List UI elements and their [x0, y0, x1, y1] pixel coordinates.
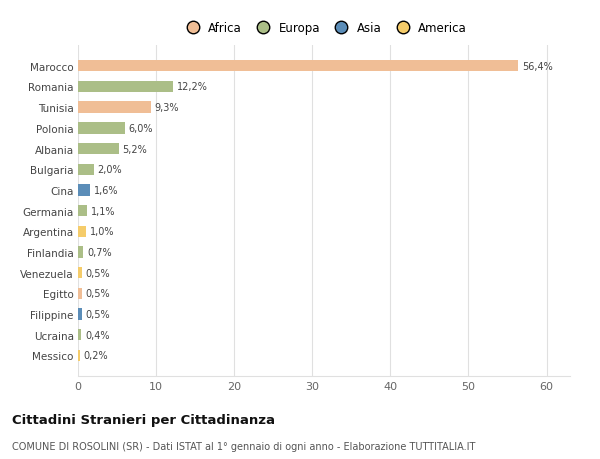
Bar [78, 164, 94, 175]
Bar [78, 268, 82, 279]
Bar [78, 123, 125, 134]
Text: 5,2%: 5,2% [122, 144, 147, 154]
Text: 1,0%: 1,0% [90, 227, 114, 237]
Text: 1,6%: 1,6% [94, 185, 119, 196]
Text: 0,5%: 0,5% [86, 289, 110, 299]
Text: 0,2%: 0,2% [83, 351, 108, 361]
Text: 12,2%: 12,2% [177, 82, 208, 92]
Text: 2,0%: 2,0% [98, 165, 122, 175]
Text: 56,4%: 56,4% [523, 62, 553, 72]
Bar [78, 288, 82, 299]
Text: 0,5%: 0,5% [86, 309, 110, 319]
Text: 9,3%: 9,3% [155, 103, 179, 113]
Text: Cittadini Stranieri per Cittadinanza: Cittadini Stranieri per Cittadinanza [12, 413, 275, 426]
Bar [78, 144, 119, 155]
Text: 0,5%: 0,5% [86, 268, 110, 278]
Bar [78, 226, 86, 237]
Text: 0,4%: 0,4% [85, 330, 110, 340]
Bar [78, 247, 83, 258]
Bar [78, 350, 80, 361]
Text: 6,0%: 6,0% [129, 123, 153, 134]
Bar [78, 102, 151, 113]
Bar [78, 309, 82, 320]
Text: COMUNE DI ROSOLINI (SR) - Dati ISTAT al 1° gennaio di ogni anno - Elaborazione T: COMUNE DI ROSOLINI (SR) - Dati ISTAT al … [12, 441, 475, 451]
Bar [78, 82, 173, 93]
Legend: Africa, Europa, Asia, America: Africa, Europa, Asia, America [181, 22, 467, 35]
Bar [78, 330, 81, 341]
Text: 0,7%: 0,7% [88, 247, 112, 257]
Bar [78, 206, 86, 217]
Bar [78, 61, 518, 72]
Bar [78, 185, 91, 196]
Text: 1,1%: 1,1% [91, 206, 115, 216]
